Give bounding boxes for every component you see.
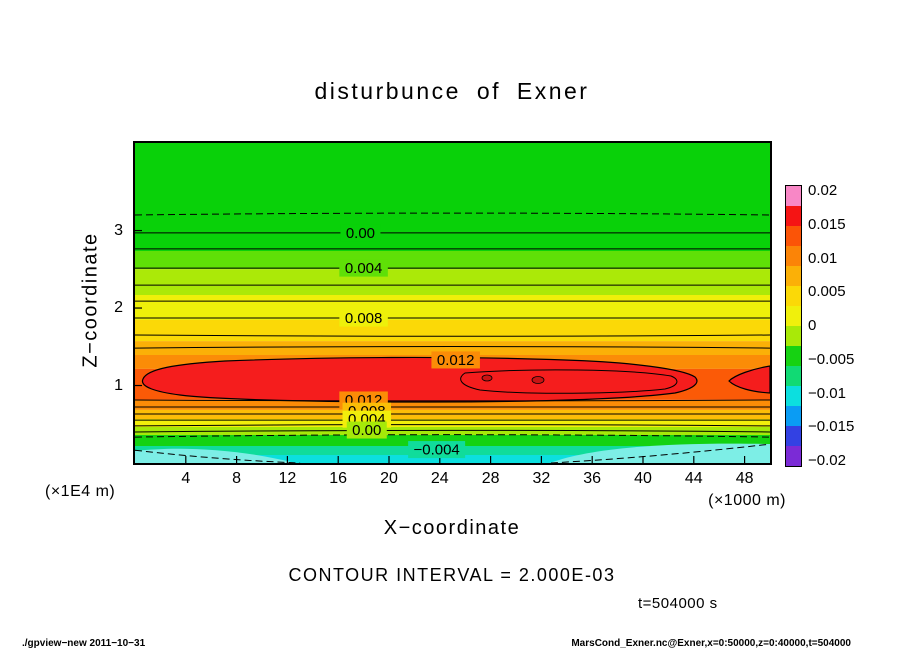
inner-contour: [460, 369, 678, 394]
time-stamp: t=504000 s: [638, 595, 718, 612]
contour-band: [135, 400, 770, 410]
y-tick-label: 3: [114, 221, 123, 239]
colorbar-tick-label: 0.02: [808, 182, 838, 199]
contour-band: [135, 427, 770, 435]
contour-label: 0.008: [345, 310, 383, 327]
contour-label: 0.00: [352, 422, 381, 439]
peak-spot-2: [531, 376, 545, 384]
contour-label: −0.004: [413, 442, 459, 459]
contour-plot: 0.000.0040.0080.0120.0120.0080.0040.00−0…: [135, 143, 770, 463]
colorbar-tick-label: 0.005: [808, 283, 846, 301]
colorbar-segment: [786, 266, 801, 286]
x-tick-label: 44: [684, 470, 703, 487]
colorbar-tick-label: −0.02: [808, 452, 846, 469]
x-tick-label: 12: [278, 470, 297, 487]
colorbar-segment: [786, 306, 801, 326]
colorbar-segment: [786, 366, 801, 386]
contour-line-dashed: [550, 443, 770, 463]
contour-interval-note: CONTOUR INTERVAL = 2.000E-03: [288, 565, 616, 585]
footer-left: ./gpview−new 2011−10−31: [22, 638, 146, 649]
colorbar-segment: [786, 186, 801, 206]
colorbar: [785, 185, 802, 467]
x-tick-label: 8: [232, 470, 242, 487]
y-tick-label: 1: [114, 376, 123, 394]
max-region-right: [728, 365, 770, 394]
colorbar-tick-label: −0.015: [808, 418, 855, 436]
contour-label-bg: [339, 309, 388, 327]
contour-label: 0.004: [345, 260, 383, 277]
colorbar-tick-label: −0.01: [808, 384, 846, 402]
colorbar-segment: [786, 446, 801, 466]
x-tick-label: 16: [329, 470, 348, 487]
contour-band: [135, 341, 770, 355]
chart-title: disturbunce of Exner: [314, 78, 590, 104]
contour-label: 0.00: [346, 225, 375, 242]
x-tick-label: 36: [583, 470, 602, 487]
colorbar-segment: [786, 286, 801, 306]
colorbar-segment: [786, 426, 801, 446]
colorbar-tick-label: 0.015: [808, 215, 846, 233]
contour-band: [135, 143, 770, 251]
max-region-main: [141, 356, 698, 403]
contour-band: [135, 320, 770, 342]
colorbar-segment: [786, 386, 801, 406]
contour-line: [135, 334, 770, 337]
contour-line-dashed: [135, 434, 770, 438]
x-axis-unit: (×1000 m): [708, 492, 786, 509]
contour-line: [135, 429, 770, 433]
colorbar-segment: [786, 246, 801, 266]
neg-cyan-patch-left: [135, 448, 295, 463]
contour-line: [135, 399, 770, 402]
contour-label-bg: [408, 441, 466, 459]
x-tick-label: 4: [181, 470, 191, 487]
colorbar-segment: [786, 226, 801, 246]
contour-line-dashed: [135, 449, 301, 463]
colorbar-tick-label: 0.01: [808, 249, 838, 267]
colorbar-segment: [786, 206, 801, 226]
colorbar-tick-label: 0: [808, 317, 817, 334]
footer-right: MarsCond_Exner.nc@Exner,x=0:50000,z=0:40…: [571, 638, 851, 649]
x-tick-label: 32: [532, 470, 551, 487]
contour-line: [135, 346, 770, 349]
color-bands-layer: [135, 143, 770, 463]
contour-band: [135, 435, 770, 446]
contour-band: [135, 455, 770, 463]
contour-labels-layer: 0.000.0040.0080.0120.0120.0080.0040.00−0…: [339, 224, 480, 459]
contour-label: 0.012: [437, 352, 475, 369]
colorbar-segment: [786, 406, 801, 426]
y-axis-unit: (×1E4 m): [45, 483, 116, 500]
x-axis-label: X−coordinate: [383, 517, 521, 539]
y-tick-label: 2: [114, 299, 123, 317]
x-tick-label: 28: [481, 470, 500, 487]
contour-fill-shapes: [135, 356, 770, 463]
contour-label-bg: [431, 351, 480, 369]
neg-cyan-patch-right: [550, 443, 770, 463]
peak-spot-1: [481, 374, 493, 382]
contour-label-bg: [339, 259, 388, 277]
plot-frame: 0.000.0040.0080.0120.0120.0080.0040.00−0…: [133, 141, 772, 465]
contour-label-bg: [346, 421, 387, 439]
contour-band: [135, 295, 770, 320]
contour-label-bg: [340, 224, 381, 242]
colorbar-segment: [786, 346, 801, 366]
colorbar-segment: [786, 326, 801, 346]
contour-band: [135, 251, 770, 270]
contour-band: [135, 269, 770, 295]
x-tick-label: 48: [735, 470, 754, 487]
contour-band: [135, 419, 770, 427]
axis-ticks-layer: [135, 229, 746, 463]
x-tick-label: 20: [380, 470, 398, 487]
contour-line: [135, 424, 770, 427]
x-tick-label: 24: [430, 470, 449, 487]
x-tick-label: 40: [634, 470, 652, 487]
contour-line-dashed: [135, 212, 770, 216]
contour-lines-layer: [135, 212, 770, 463]
colorbar-tick-label: −0.005: [808, 350, 855, 368]
